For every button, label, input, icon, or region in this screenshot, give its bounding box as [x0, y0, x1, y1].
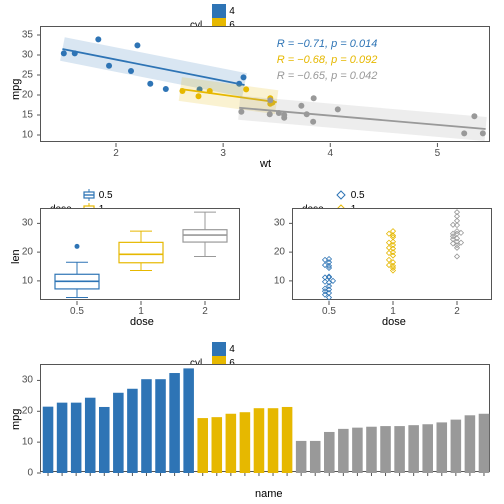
stat-annotation: R = −0.71, p = 0.014 [277, 38, 378, 50]
xtick: 3 [220, 148, 226, 159]
ytick: 10 [3, 130, 33, 141]
boxplot-plot-area: 1020300.512 [40, 208, 240, 300]
ytick: 30 [261, 218, 285, 229]
legend-diamond-icon [334, 188, 348, 202]
dotplot-xlabel: dose [382, 316, 406, 328]
legend-swatch [212, 342, 226, 356]
scatter-ylabel: mpg [10, 79, 22, 100]
boxplot-panel: dose 0.512 1020300.512 len dose [0, 186, 252, 336]
stat-annotation: R = −0.65, p = 0.042 [277, 70, 378, 82]
legend-label: 4 [229, 6, 235, 17]
scatter-plot-area: R = −0.71, p = 0.014 R = −0.68, p = 0.092… [40, 26, 490, 142]
xtick: 0.5 [70, 306, 84, 317]
boxplot-xlabel: dose [130, 316, 154, 328]
dotplot-panel: dose 0.512 1020300.512 dose [252, 186, 504, 336]
scatter-xlabel: wt [260, 158, 271, 170]
barchart-plot-area: 0102030 [40, 364, 490, 472]
legend-item: 0.5 [334, 188, 365, 202]
xtick: 2 [454, 306, 460, 317]
ytick: 15 [3, 110, 33, 121]
xtick: 0.5 [322, 306, 336, 317]
legend-label: 4 [229, 344, 235, 355]
legend-item: 4 [212, 342, 235, 356]
xtick: 4 [328, 148, 334, 159]
ytick: 10 [9, 437, 33, 448]
legend-item: 4 [212, 4, 235, 18]
dotplot-plot-area: 1020300.512 [292, 208, 492, 300]
xtick: 2 [113, 148, 119, 159]
xtick: 2 [202, 306, 208, 317]
stat-annotation: R = −0.68, p = 0.092 [277, 54, 378, 66]
legend-label: 0.5 [351, 190, 365, 201]
legend-item: 0.5 [82, 188, 113, 202]
ytick: 0 [9, 468, 33, 479]
xtick: 5 [435, 148, 441, 159]
legend-boxswatch-icon [82, 188, 96, 202]
ytick: 30 [9, 218, 33, 229]
ytick: 10 [9, 275, 33, 286]
ytick: 30 [9, 375, 33, 386]
barchart-xlabel: name [255, 488, 283, 500]
ytick: 10 [261, 275, 285, 286]
scatter-panel: cyl 468 R = −0.71, p = 0.014R = −0.68, p… [0, 0, 504, 180]
boxplot-ylabel: len [10, 249, 22, 264]
ytick: 30 [3, 50, 33, 61]
ytick: 35 [3, 30, 33, 41]
barchart-panel: cyl 468 0102030 mpg name [0, 340, 504, 504]
legend-label: 0.5 [99, 190, 113, 201]
legend-swatch [212, 4, 226, 18]
barchart-ylabel: mpg [10, 409, 22, 430]
ytick: 20 [261, 247, 285, 258]
